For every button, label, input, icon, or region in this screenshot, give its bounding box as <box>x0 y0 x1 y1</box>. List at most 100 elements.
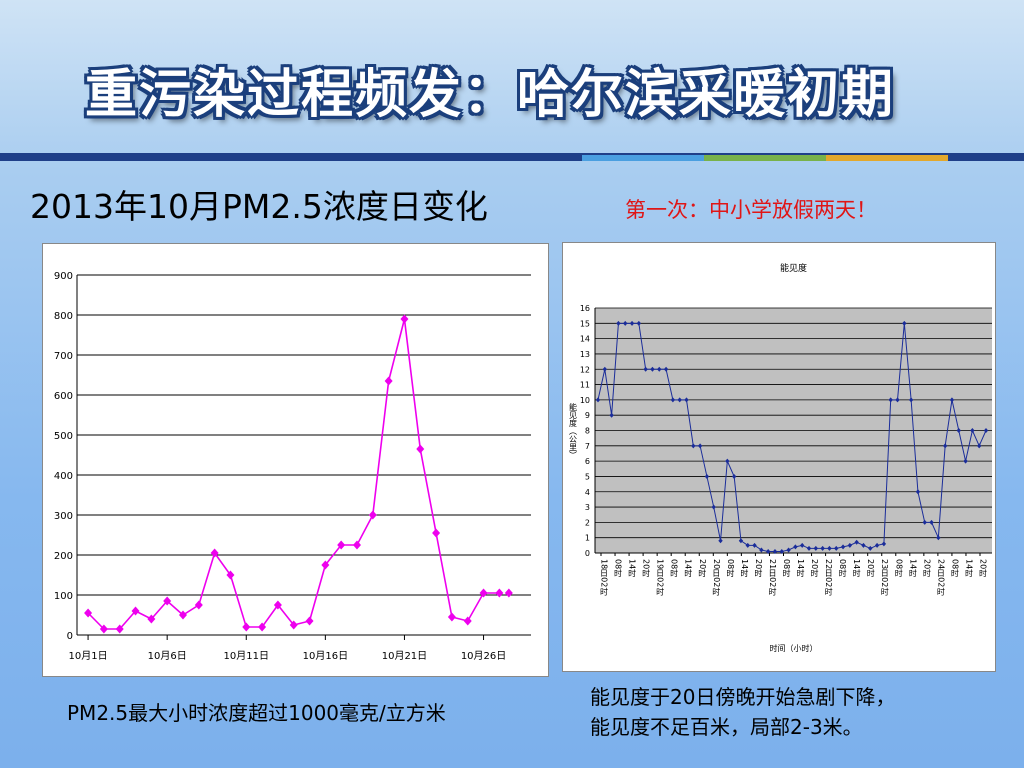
y-tick-label: 15 <box>580 319 590 328</box>
x-tick-label: 18日02时 <box>600 559 609 595</box>
visibility-data-point <box>670 397 676 403</box>
pm25-data-point <box>99 624 108 634</box>
visibility-data-point <box>711 504 716 510</box>
y-tick-label: 6 <box>585 457 590 466</box>
visibility-data-point <box>922 519 927 525</box>
x-tick-label: 20时 <box>866 559 875 577</box>
y-tick-label: 0 <box>67 631 73 642</box>
x-tick-label: 08时 <box>726 559 735 577</box>
pm25-data-point <box>495 588 504 598</box>
visibility-data-point <box>759 547 764 553</box>
visibility-data-point <box>840 544 846 550</box>
y-tick-label: 13 <box>580 350 590 359</box>
y-tick-label: 12 <box>580 365 590 374</box>
pm25-data-point <box>432 528 441 538</box>
pm25-data-point <box>305 616 314 626</box>
pm25-data-point <box>147 614 156 624</box>
pm25-data-point <box>115 624 124 634</box>
pm25-data-point <box>242 622 251 632</box>
pm25-data-point <box>416 444 425 454</box>
y-tick-label: 16 <box>580 304 590 313</box>
pm25-data-point <box>194 600 203 610</box>
y-tick-label: 14 <box>580 335 590 344</box>
visibility-data-point <box>888 397 893 403</box>
y-tick-label: 400 <box>54 471 73 482</box>
visibility-data-point <box>745 542 750 548</box>
visibility-data-point <box>602 366 608 372</box>
visibility-data-point <box>902 320 907 326</box>
x-tick-label: 23日02时 <box>880 559 889 595</box>
visibility-data-point <box>595 397 601 403</box>
visibility-data-point <box>636 320 642 326</box>
y-tick-label: 200 <box>54 551 73 562</box>
x-tick-label: 08时 <box>838 559 847 577</box>
chart-title: 能见度 <box>780 262 807 274</box>
x-tick-label: 14时 <box>740 559 749 577</box>
x-tick-label: 08时 <box>670 559 679 577</box>
pm25-data-point <box>321 560 330 570</box>
pm25-data-point <box>131 606 140 616</box>
pm25-data-point <box>504 588 513 598</box>
x-tick-label: 10月16日 <box>303 650 348 662</box>
visibility-data-point <box>976 443 982 449</box>
pm25-series-line <box>87 318 500 630</box>
pm25-data-point <box>463 616 472 626</box>
visibility-data-point <box>663 366 669 372</box>
y-tick-label: 5 <box>585 472 590 481</box>
y-tick-label: 8 <box>585 427 590 436</box>
pm25-caption: PM2.5最大小时浓度超过1000毫克/立方米 <box>67 701 446 725</box>
visibility-data-point <box>963 458 968 464</box>
visibility-data-point <box>834 545 839 551</box>
visibility-data-point <box>752 542 757 548</box>
x-tick-label: 14时 <box>908 559 917 577</box>
x-tick-label: 10月11日 <box>224 650 269 662</box>
school-closure-note: 第一次：中小学放假两天！ <box>625 198 877 222</box>
y-tick-label: 4 <box>585 488 590 497</box>
visibility-data-point <box>983 428 989 433</box>
slide-title: 重污染过程频发：哈尔滨采暖初期 <box>84 65 895 125</box>
x-tick-label: 08时 <box>950 559 959 577</box>
x-tick-label: 20日02时 <box>712 559 721 595</box>
pm25-data-point <box>273 600 282 610</box>
x-tick-label: 10月21日 <box>382 650 427 662</box>
x-tick-label: 14时 <box>796 559 805 577</box>
y-tick-label: 100 <box>54 591 73 602</box>
x-tick-label: 21日02时 <box>768 559 777 595</box>
y-tick-label: 11 <box>580 381 590 390</box>
y-tick-label: 800 <box>54 311 73 322</box>
pm25-data-point <box>384 376 393 386</box>
y-tick-label: 1 <box>585 534 590 543</box>
y-tick-label: 7 <box>585 442 590 451</box>
pm25-data-point <box>163 596 172 606</box>
pm25-data-point <box>479 588 488 598</box>
visibility-data-point <box>677 397 682 403</box>
visibility-caption-line1: 能见度于20日傍晚开始急剧下降， <box>590 685 896 709</box>
y-tick-label: 500 <box>54 431 73 442</box>
pm25-chart-panel: 0 100 200 300 400 500 600 700 800 900 10月1日 10月6日 10… <box>42 243 549 677</box>
y-tick-label: 300 <box>54 511 73 522</box>
pm25-data-point <box>368 510 377 520</box>
visibility-data-point <box>895 397 900 403</box>
visibility-data-point <box>684 397 689 403</box>
y-tick-label: 700 <box>54 351 73 362</box>
pm25-data-point <box>84 608 93 618</box>
title-underline <box>0 153 1024 161</box>
pm25-data-point <box>289 620 298 630</box>
x-axis-title: 时间（小时） <box>770 643 818 653</box>
x-tick-label: 24日02时 <box>936 559 945 595</box>
y-tick-label: 900 <box>54 271 73 282</box>
x-tick-label: 10月6日 <box>148 650 187 662</box>
x-tick-label: 20时 <box>642 559 651 577</box>
pm25-data-point <box>178 610 187 620</box>
x-tick-label: 10月1日 <box>69 650 108 662</box>
visibility-data-point <box>738 538 744 544</box>
pm25-data-point <box>352 540 361 550</box>
y-tick-label: 3 <box>585 503 590 512</box>
visibility-chart-panel: 0 1 2 3 4 5 6 7 8 9 10 11 12 13 14 15 16 能见度 时间（小时） 能见度（公里）… <box>562 242 996 672</box>
pm25-data-point <box>258 622 267 632</box>
chart-subtitle: 2013年10月PM2.5浓度日变化 <box>30 187 488 226</box>
x-tick-label: 20时 <box>922 559 931 577</box>
x-tick-label: 08时 <box>614 559 623 577</box>
visibility-data-point <box>847 542 853 548</box>
x-tick-label: 20时 <box>754 559 763 577</box>
